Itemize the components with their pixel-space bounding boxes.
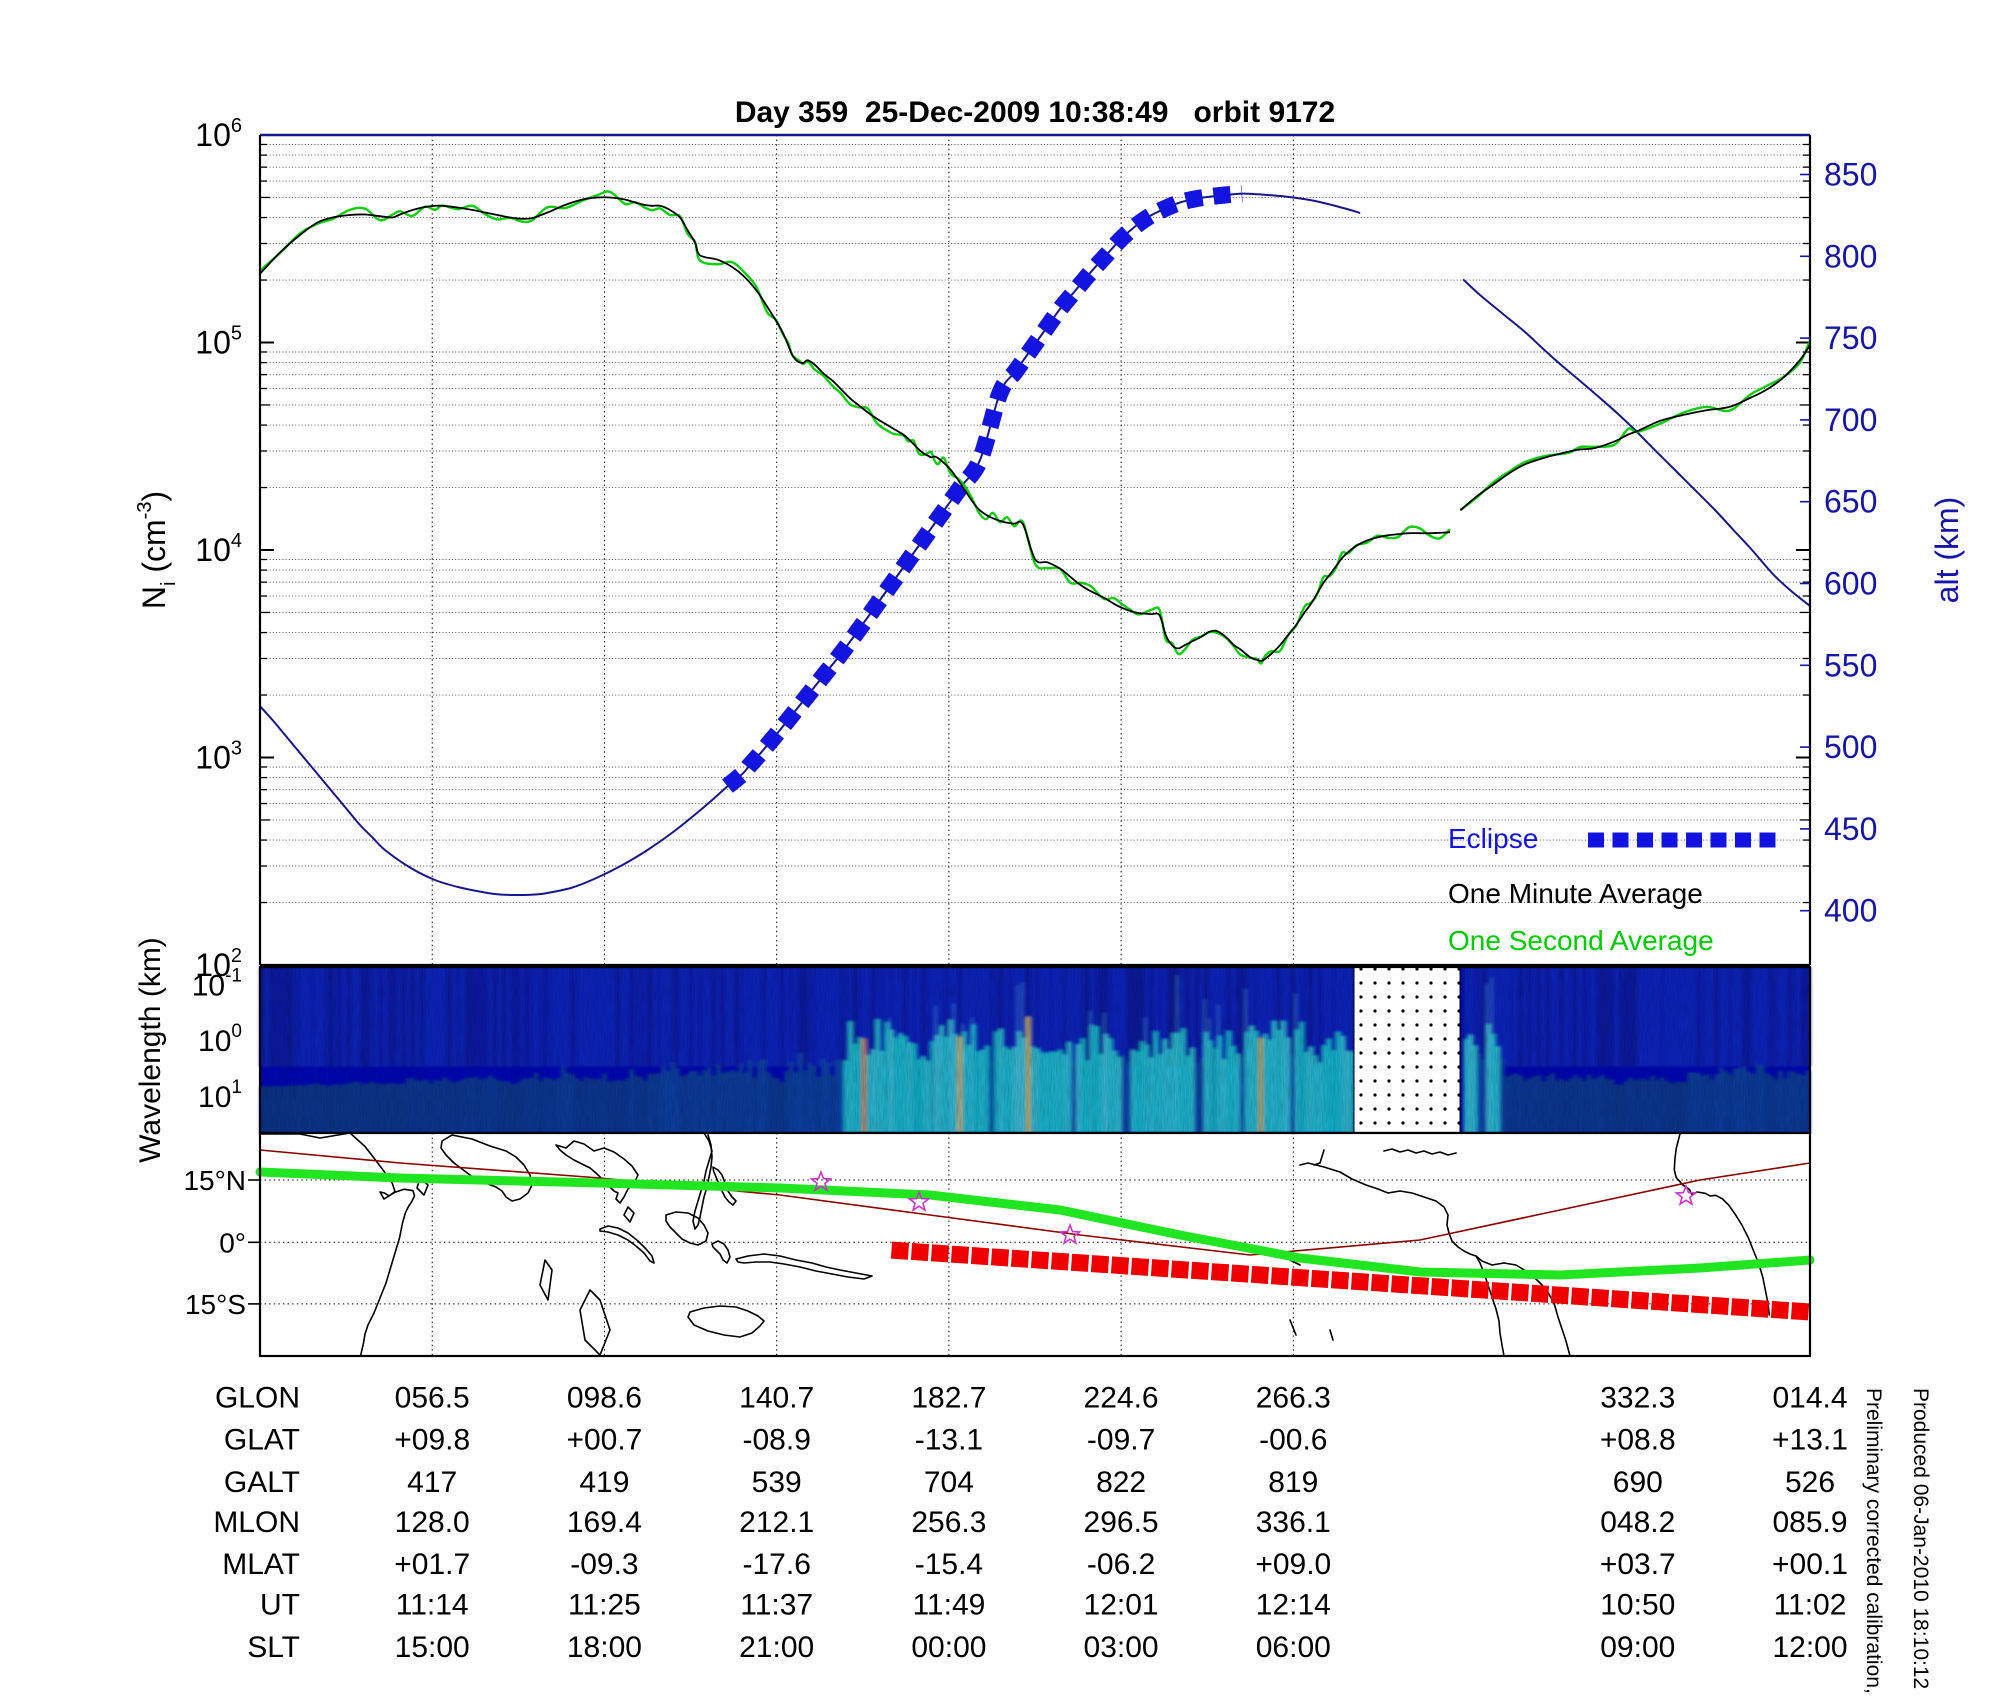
svg-text:128.0: 128.0 xyxy=(395,1506,470,1539)
svg-text:MLAT: MLAT xyxy=(222,1548,300,1581)
svg-text:539: 539 xyxy=(752,1466,802,1499)
svg-text:-17.6: -17.6 xyxy=(743,1548,811,1581)
svg-text:700: 700 xyxy=(1824,402,1877,438)
svg-text:+13.1: +13.1 xyxy=(1772,1424,1848,1457)
svg-text:256.3: 256.3 xyxy=(911,1506,986,1539)
svg-text:Produced 06-Jan-2010 18:10:12: Produced 06-Jan-2010 18:10:12 xyxy=(1909,1388,1932,1689)
svg-text:Wavelength (km): Wavelength (km) xyxy=(134,937,167,1163)
svg-text:+09.8: +09.8 xyxy=(394,1424,470,1457)
svg-text:One Second Average: One Second Average xyxy=(1448,925,1714,956)
svg-text:SLT: SLT xyxy=(247,1631,300,1664)
svg-text:800: 800 xyxy=(1824,238,1877,274)
svg-text:11:02: 11:02 xyxy=(1774,1589,1847,1622)
svg-text:-09.7: -09.7 xyxy=(1087,1424,1155,1457)
svg-text:650: 650 xyxy=(1824,484,1877,520)
svg-text:296.5: 296.5 xyxy=(1084,1506,1159,1539)
svg-text:140.7: 140.7 xyxy=(739,1381,814,1414)
svg-text:alt (km): alt (km) xyxy=(1929,497,1965,604)
svg-text:750: 750 xyxy=(1824,320,1877,356)
svg-text:+01.7: +01.7 xyxy=(394,1548,470,1581)
svg-text:819: 819 xyxy=(1268,1466,1318,1499)
svg-text:15°N: 15°N xyxy=(183,1165,246,1196)
svg-text:12:14: 12:14 xyxy=(1256,1589,1331,1622)
svg-text:Day 359 25-Dec-2009 10:38:49: Day 359 25-Dec-2009 10:38:49 orbit 9172 xyxy=(735,96,1335,129)
svg-text:419: 419 xyxy=(579,1466,629,1499)
svg-text:Eclipse: Eclipse xyxy=(1448,823,1538,854)
svg-text:450: 450 xyxy=(1824,811,1877,847)
svg-text:-13.1: -13.1 xyxy=(915,1424,983,1457)
svg-text:21:00: 21:00 xyxy=(739,1631,814,1664)
svg-text:850: 850 xyxy=(1824,157,1877,193)
svg-text:MLON: MLON xyxy=(213,1506,300,1539)
svg-text:00:00: 00:00 xyxy=(911,1631,986,1664)
svg-text:11:37: 11:37 xyxy=(740,1589,813,1622)
svg-text:600: 600 xyxy=(1824,566,1877,602)
svg-text:11:49: 11:49 xyxy=(912,1589,985,1622)
svg-text:11:25: 11:25 xyxy=(568,1589,641,1622)
svg-text:15°S: 15°S xyxy=(185,1289,246,1320)
svg-text:169.4: 169.4 xyxy=(567,1506,642,1539)
svg-text:550: 550 xyxy=(1824,647,1877,683)
svg-text:526: 526 xyxy=(1785,1466,1835,1499)
svg-text:-09.3: -09.3 xyxy=(570,1548,638,1581)
svg-text:10:50: 10:50 xyxy=(1600,1589,1675,1622)
svg-text:Preliminary corrected calibrat: Preliminary corrected calibration, 2/11/… xyxy=(1862,1388,1885,1700)
svg-text:11:14: 11:14 xyxy=(396,1589,469,1622)
svg-text:690: 690 xyxy=(1613,1466,1663,1499)
svg-text:500: 500 xyxy=(1824,729,1877,765)
svg-text:336.1: 336.1 xyxy=(1256,1506,1331,1539)
svg-text:085.9: 085.9 xyxy=(1772,1506,1847,1539)
svg-text:03:00: 03:00 xyxy=(1084,1631,1159,1664)
svg-text:-00.6: -00.6 xyxy=(1259,1424,1327,1457)
svg-text:212.1: 212.1 xyxy=(739,1506,814,1539)
svg-text:UT: UT xyxy=(260,1589,300,1622)
svg-text:332.3: 332.3 xyxy=(1600,1381,1675,1414)
svg-text:266.3: 266.3 xyxy=(1256,1381,1331,1414)
svg-text:15:00: 15:00 xyxy=(395,1631,470,1664)
svg-text:12:00: 12:00 xyxy=(1772,1631,1847,1664)
svg-text:182.7: 182.7 xyxy=(911,1381,986,1414)
svg-text:704: 704 xyxy=(924,1466,974,1499)
svg-text:-06.2: -06.2 xyxy=(1087,1548,1155,1581)
svg-text:18:00: 18:00 xyxy=(567,1631,642,1664)
svg-text:+00.7: +00.7 xyxy=(566,1424,642,1457)
svg-text:GLON: GLON xyxy=(215,1381,300,1414)
svg-text:822: 822 xyxy=(1096,1466,1146,1499)
svg-text:224.6: 224.6 xyxy=(1084,1381,1159,1414)
svg-text:+09.0: +09.0 xyxy=(1255,1548,1331,1581)
svg-text:0°: 0° xyxy=(219,1227,246,1258)
svg-text:098.6: 098.6 xyxy=(567,1381,642,1414)
svg-text:-15.4: -15.4 xyxy=(915,1548,983,1581)
svg-text:+00.1: +00.1 xyxy=(1772,1548,1848,1581)
svg-text:09:00: 09:00 xyxy=(1600,1631,1675,1664)
svg-text:014.4: 014.4 xyxy=(1772,1381,1847,1414)
svg-text:One Minute Average: One Minute Average xyxy=(1448,878,1703,909)
svg-text:06:00: 06:00 xyxy=(1256,1631,1331,1664)
svg-text:-08.9: -08.9 xyxy=(743,1424,811,1457)
svg-text:417: 417 xyxy=(407,1466,457,1499)
svg-text:+08.8: +08.8 xyxy=(1600,1424,1676,1457)
svg-text:GLAT: GLAT xyxy=(224,1424,300,1457)
svg-text:12:01: 12:01 xyxy=(1084,1589,1159,1622)
svg-text:400: 400 xyxy=(1824,893,1877,929)
svg-text:GALT: GALT xyxy=(224,1466,300,1499)
svg-text:048.2: 048.2 xyxy=(1600,1506,1675,1539)
svg-text:056.5: 056.5 xyxy=(395,1381,470,1414)
svg-text:+03.7: +03.7 xyxy=(1600,1548,1676,1581)
